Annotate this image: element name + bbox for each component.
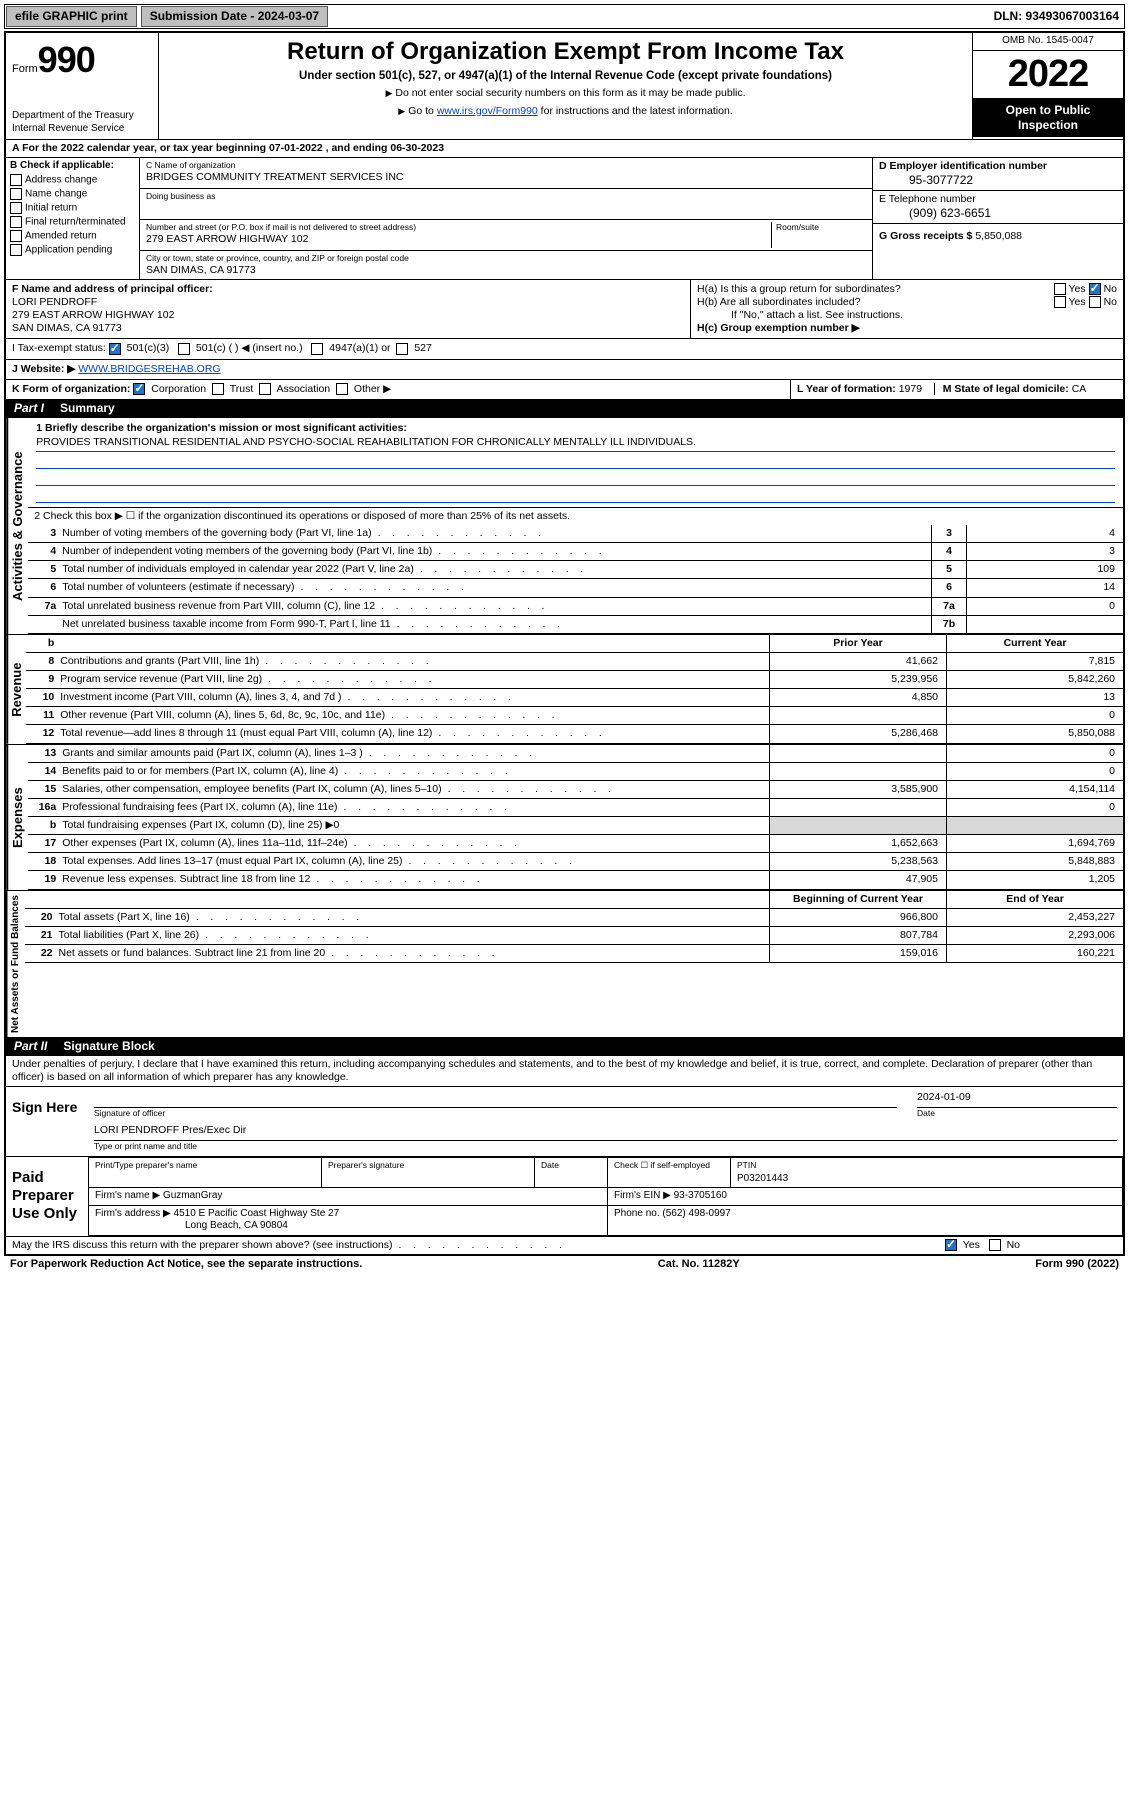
form-990-frame: Form990 Department of the Treasury Inter… <box>4 31 1125 1256</box>
summary-line: 10Investment income (Part VIII, column (… <box>26 689 1123 707</box>
gross-receipts: G Gross receipts $ 5,850,088 <box>873 224 1123 249</box>
summary-line: 21Total liabilities (Part X, line 26) 80… <box>25 927 1124 945</box>
block-H: H(a) Is this a group return for subordin… <box>690 280 1123 339</box>
paid-preparer-label: Paid Preparer Use Only <box>6 1157 88 1236</box>
note-goto-post: for instructions and the latest informat… <box>538 105 733 117</box>
summary-line: 6Total number of volunteers (estimate if… <box>28 579 1123 597</box>
chk-group-no[interactable] <box>1089 283 1101 295</box>
dba-label: Doing business as <box>146 191 866 202</box>
ptin: P03201443 <box>737 1173 788 1184</box>
chk-discuss-yes[interactable] <box>945 1239 957 1251</box>
line-I: I Tax-exempt status: 501(c)(3) 501(c) ( … <box>6 339 691 358</box>
form-subtitle: Under section 501(c), 527, or 4947(a)(1)… <box>165 69 966 83</box>
line-J: J Website: ▶ WWW.BRIDGESREHAB.ORG <box>6 360 691 379</box>
irs-link[interactable]: www.irs.gov/Form990 <box>437 105 538 117</box>
state-domicile: CA <box>1072 383 1087 395</box>
summary-line: 11Other revenue (Part VIII, column (A), … <box>26 707 1123 725</box>
officer-name-title: LORI PENDROFF Pres/Exec Dir <box>94 1124 1117 1141</box>
efile-btn[interactable]: efile GRAPHIC print <box>6 6 137 27</box>
form-number: 990 <box>38 39 95 80</box>
footer: For Paperwork Reduction Act Notice, see … <box>4 1256 1125 1274</box>
org-name: BRIDGES COMMUNITY TREATMENT SERVICES INC <box>146 171 866 184</box>
part-1-bar: Part I Summary <box>6 399 1123 418</box>
chk-corp[interactable] <box>133 383 145 395</box>
dln: DLN: 93493067003164 <box>990 7 1123 26</box>
summary-line: 12Total revenue—add lines 8 through 11 (… <box>26 725 1123 743</box>
summary-line: 8Contributions and grants (Part VIII, li… <box>26 653 1123 671</box>
block-F: F Name and address of principal officer:… <box>6 280 690 339</box>
chk-final[interactable]: Final return/terminated <box>25 217 126 228</box>
summary-line: 7aTotal unrelated business revenue from … <box>28 598 1123 616</box>
firm-phone: (562) 498-0997 <box>662 1208 730 1219</box>
chk-amended[interactable]: Amended return <box>25 231 97 242</box>
sign-here-label: Sign Here <box>6 1087 88 1156</box>
chk-app-pending[interactable]: Application pending <box>25 245 112 256</box>
sidelabel-expenses: Expenses <box>6 745 28 890</box>
omb-number: OMB No. 1545-0047 <box>973 33 1123 51</box>
summary-line: 5Total number of individuals employed in… <box>28 561 1123 579</box>
block-DE: D Employer identification number 95-3077… <box>872 158 1123 279</box>
summary-line: 20Total assets (Part X, line 16) 966,800… <box>25 909 1124 927</box>
chk-501c3[interactable] <box>109 343 121 355</box>
summary-line: 9Program service revenue (Part VIII, lin… <box>26 671 1123 689</box>
block-C: C Name of organization BRIDGES COMMUNITY… <box>140 158 872 279</box>
part-2-bar: Part II Signature Block <box>6 1037 1123 1056</box>
sidelabel-netassets: Net Assets or Fund Balances <box>6 891 25 1037</box>
sig-date: 2024-01-09 <box>917 1091 1117 1108</box>
block-B: B Check if applicable: Address change Na… <box>6 158 140 279</box>
summary-line: 15Salaries, other compensation, employee… <box>28 781 1123 799</box>
line-2: 2 Check this box ▶ ☐ if the organization… <box>28 508 1123 525</box>
officer-name: LORI PENDROFF <box>12 296 97 308</box>
summary-line: 3Number of voting members of the governi… <box>28 525 1123 543</box>
form-header: Form990 Department of the Treasury Inter… <box>6 33 1123 140</box>
mission-block: 1 Briefly describe the organization's mi… <box>28 418 1123 508</box>
tax-year: 2022 <box>973 51 1123 100</box>
summary-line: 4Number of independent voting members of… <box>28 543 1123 561</box>
mission-text: PROVIDES TRANSITIONAL RESIDENTIAL AND PS… <box>36 435 1115 452</box>
line-K: K Form of organization: Corporation Trus… <box>6 380 790 399</box>
line-A: A For the 2022 calendar year, or tax yea… <box>6 140 1123 158</box>
year-formation: 1979 <box>899 383 922 395</box>
summary-line: 17Other expenses (Part IX, column (A), l… <box>28 835 1123 853</box>
submission-date-btn[interactable]: Submission Date - 2024-03-07 <box>141 6 328 27</box>
discuss-question: May the IRS discuss this return with the… <box>6 1237 937 1254</box>
topbar: efile GRAPHIC print Submission Date - 20… <box>4 4 1125 29</box>
room-suite-label: Room/suite <box>776 222 866 233</box>
dept-treasury: Department of the Treasury Internal Reve… <box>12 110 152 135</box>
note-goto-pre: Go to <box>408 105 437 117</box>
paid-preparer-table: Print/Type preparer's name Preparer's si… <box>88 1157 1123 1236</box>
ein: 95-3077722 <box>879 173 1117 188</box>
firm-addr2: Long Beach, CA 90804 <box>95 1220 288 1231</box>
chk-name[interactable]: Name change <box>25 188 87 199</box>
note-ssn: Do not enter social security numbers on … <box>395 87 745 99</box>
chk-address[interactable]: Address change <box>25 174 97 185</box>
hdr-curr: Current Year <box>946 635 1123 652</box>
sidelabel-activities: Activities & Governance <box>6 418 28 634</box>
summary-line: 18Total expenses. Add lines 13–17 (must … <box>28 853 1123 871</box>
chk-initial[interactable]: Initial return <box>25 203 77 214</box>
form-title: Return of Organization Exempt From Incom… <box>165 37 966 67</box>
footer-form-ref: Form 990 (2022) <box>1035 1258 1119 1272</box>
org-city: SAN DIMAS, CA 91773 <box>146 264 866 277</box>
firm-name: GuzmanGray <box>163 1190 222 1201</box>
summary-line: Net unrelated business taxable income fr… <box>28 616 1123 634</box>
sidelabel-revenue: Revenue <box>6 635 26 744</box>
summary-line: bTotal fundraising expenses (Part IX, co… <box>28 817 1123 835</box>
firm-addr1: 4510 E Pacific Coast Highway Ste 27 <box>174 1208 340 1219</box>
website-link[interactable]: WWW.BRIDGESREHAB.ORG <box>78 363 220 375</box>
form-word: Form <box>12 63 38 75</box>
hdr-begin: Beginning of Current Year <box>769 891 946 908</box>
telephone: (909) 623-6651 <box>879 206 1117 221</box>
summary-line: 16aProfessional fundraising fees (Part I… <box>28 799 1123 817</box>
org-street: 279 EAST ARROW HIGHWAY 102 <box>146 233 771 246</box>
perjury-declaration: Under penalties of perjury, I declare th… <box>6 1056 1123 1087</box>
hdr-prior: Prior Year <box>769 635 946 652</box>
summary-line: 22Net assets or fund balances. Subtract … <box>25 945 1124 963</box>
summary-line: 14Benefits paid to or for members (Part … <box>28 763 1123 781</box>
firm-ein: 93-3705160 <box>674 1190 727 1201</box>
summary-line: 13Grants and similar amounts paid (Part … <box>28 745 1123 763</box>
hdr-end: End of Year <box>946 891 1123 908</box>
summary-line: 19Revenue less expenses. Subtract line 1… <box>28 871 1123 889</box>
open-to-public: Open to Public Inspection <box>973 99 1123 137</box>
